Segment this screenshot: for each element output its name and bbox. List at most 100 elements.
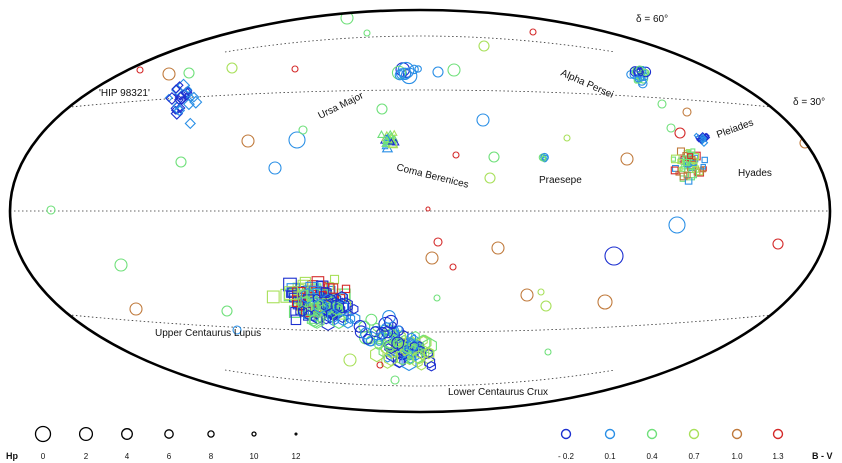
star-marker (700, 164, 706, 170)
star-marker (488, 151, 500, 163)
star-marker (390, 375, 400, 385)
star-marker (433, 237, 443, 247)
star-marker (183, 85, 193, 94)
star-marker (414, 65, 422, 73)
star-marker (409, 344, 420, 357)
color-legend-label: 0.1 (604, 452, 616, 461)
dec-plus30-line (59, 89, 783, 109)
star-marker (409, 64, 419, 75)
star-marker (391, 336, 405, 350)
star-marker (701, 156, 708, 164)
star-marker (537, 288, 545, 296)
star-marker (638, 76, 645, 82)
star-marker (423, 346, 435, 360)
star-marker (363, 29, 371, 37)
cluster-label-upper-centaurus-lupus: Upper Centaurus Lupus (155, 328, 261, 339)
star-marker (395, 325, 403, 333)
star-marker (291, 65, 299, 73)
star-marker (162, 67, 176, 81)
star-marker (343, 353, 357, 367)
star-marker (563, 134, 571, 142)
star-marker (699, 136, 707, 144)
star-marker (297, 279, 309, 291)
star-marker (447, 63, 461, 77)
star-marker (377, 129, 386, 139)
cluster-label-praesepe: Praesepe (539, 175, 582, 186)
cluster-label-hyades: Hyades (738, 168, 772, 179)
star-marker (484, 172, 496, 184)
star-marker (177, 95, 187, 105)
star-marker (529, 28, 537, 36)
color-legend-label: 0.4 (646, 452, 658, 461)
star-marker (657, 99, 667, 109)
star-marker (165, 91, 179, 105)
star-marker (666, 123, 676, 133)
star-marker (478, 40, 490, 52)
cluster-label-hip98321: 'HIP 98321' (99, 88, 150, 99)
star-marker (433, 294, 441, 302)
size-legend-marker (207, 430, 215, 438)
star-marker (342, 317, 353, 329)
star-marker (635, 65, 644, 74)
star-marker (170, 107, 184, 120)
star-marker (312, 293, 321, 303)
star-marker (683, 171, 691, 179)
color-legend-title: B - V (812, 451, 833, 461)
star-marker (175, 156, 187, 168)
star-marker (320, 287, 330, 296)
star-marker (382, 136, 391, 144)
size-legend-label: 10 (250, 452, 259, 461)
star-marker (374, 340, 384, 350)
size-legend-label: 6 (167, 452, 172, 461)
star-marker (365, 313, 378, 326)
star-marker (298, 125, 308, 135)
cluster-label-lower-centaurus-crux: Lower Centaurus Crux (448, 387, 548, 398)
star-marker (182, 92, 191, 101)
cluster-label-alpha-persei: Alpha Persei (559, 68, 615, 101)
cluster-label-ursa-major: Ursa Major (316, 90, 365, 122)
color-legend-marker (560, 428, 572, 440)
star-marker (420, 348, 428, 357)
star-marker (313, 298, 327, 314)
star-marker (46, 205, 56, 215)
size-legend-marker (121, 428, 133, 440)
size-legend-marker (34, 425, 52, 443)
star-marker (633, 77, 640, 84)
star-marker (266, 290, 280, 304)
star-marker (668, 216, 686, 234)
star-marker (300, 287, 315, 305)
star-marker (540, 300, 552, 312)
star-marker (407, 339, 419, 353)
star-marker (604, 246, 624, 266)
star-marker (321, 298, 333, 312)
size-legend-label: 0 (41, 452, 46, 461)
star-marker (370, 346, 384, 363)
color-legend-label: - 0.2 (558, 452, 575, 461)
star-marker (425, 206, 431, 212)
star-marker (676, 147, 686, 156)
star-marker (693, 132, 700, 139)
star-marker (375, 338, 383, 346)
size-legend: Hp 0 2 4 6 8 10 12 (6, 425, 301, 461)
star-marker (476, 113, 490, 127)
star-marker (226, 62, 238, 74)
dec-minus60-line (224, 369, 616, 387)
size-legend-marker (164, 429, 174, 439)
star-marker (360, 327, 373, 340)
star-marker (268, 161, 282, 175)
star-marker (129, 302, 143, 316)
star-marker (385, 129, 395, 138)
star-marker (376, 361, 384, 369)
color-legend-label: 1.3 (772, 452, 784, 461)
star-marker (114, 258, 128, 272)
star-marker (321, 313, 332, 325)
star-marker (409, 341, 420, 352)
star-marker (325, 282, 334, 290)
star-marker (337, 313, 349, 327)
star-marker (597, 294, 613, 310)
star-marker (298, 288, 308, 299)
color-legend-marker (688, 428, 700, 440)
star-marker (426, 360, 436, 372)
cluster-label-coma-berenices: Coma Berenices (395, 162, 469, 191)
star-marker (674, 127, 686, 139)
